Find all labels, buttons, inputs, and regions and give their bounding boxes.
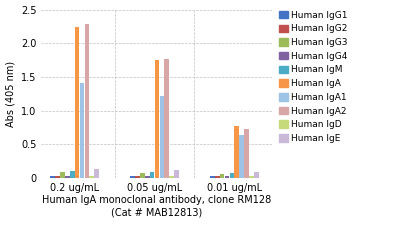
Bar (84, 24, 89, 178)
Bar (94, 169, 99, 178)
Bar (254, 172, 258, 178)
Legend: Human IgG1, Human IgG2, Human IgG3, Human IgG4, Human IgM, Human IgA, Human IgA1: Human IgG1, Human IgG2, Human IgG3, Huma… (279, 11, 348, 143)
Bar (220, 174, 224, 178)
Bar (55, 177, 60, 178)
Bar (90, 177, 94, 178)
Bar (145, 177, 150, 178)
Bar (244, 129, 249, 178)
Bar (164, 59, 169, 178)
Bar (160, 96, 164, 178)
Bar (140, 173, 145, 178)
Bar (215, 177, 220, 178)
X-axis label: Human IgA monoclonal antibody, clone RM128
(Cat # MAB12813): Human IgA monoclonal antibody, clone RM1… (42, 195, 271, 217)
Bar (50, 177, 55, 178)
Bar (249, 177, 254, 178)
Bar (174, 170, 179, 178)
Bar (60, 172, 65, 178)
Bar (130, 177, 135, 178)
Bar (65, 177, 70, 178)
Bar (210, 177, 215, 178)
Bar (80, 83, 84, 178)
Bar (239, 135, 244, 178)
Bar (70, 171, 74, 178)
Bar (155, 60, 159, 178)
Bar (135, 177, 140, 178)
Bar (230, 173, 234, 178)
Bar (169, 176, 174, 178)
Y-axis label: Abs (405 nm): Abs (405 nm) (6, 61, 16, 127)
Bar (225, 177, 229, 178)
Bar (75, 27, 80, 178)
Bar (234, 126, 239, 178)
Bar (150, 172, 154, 178)
